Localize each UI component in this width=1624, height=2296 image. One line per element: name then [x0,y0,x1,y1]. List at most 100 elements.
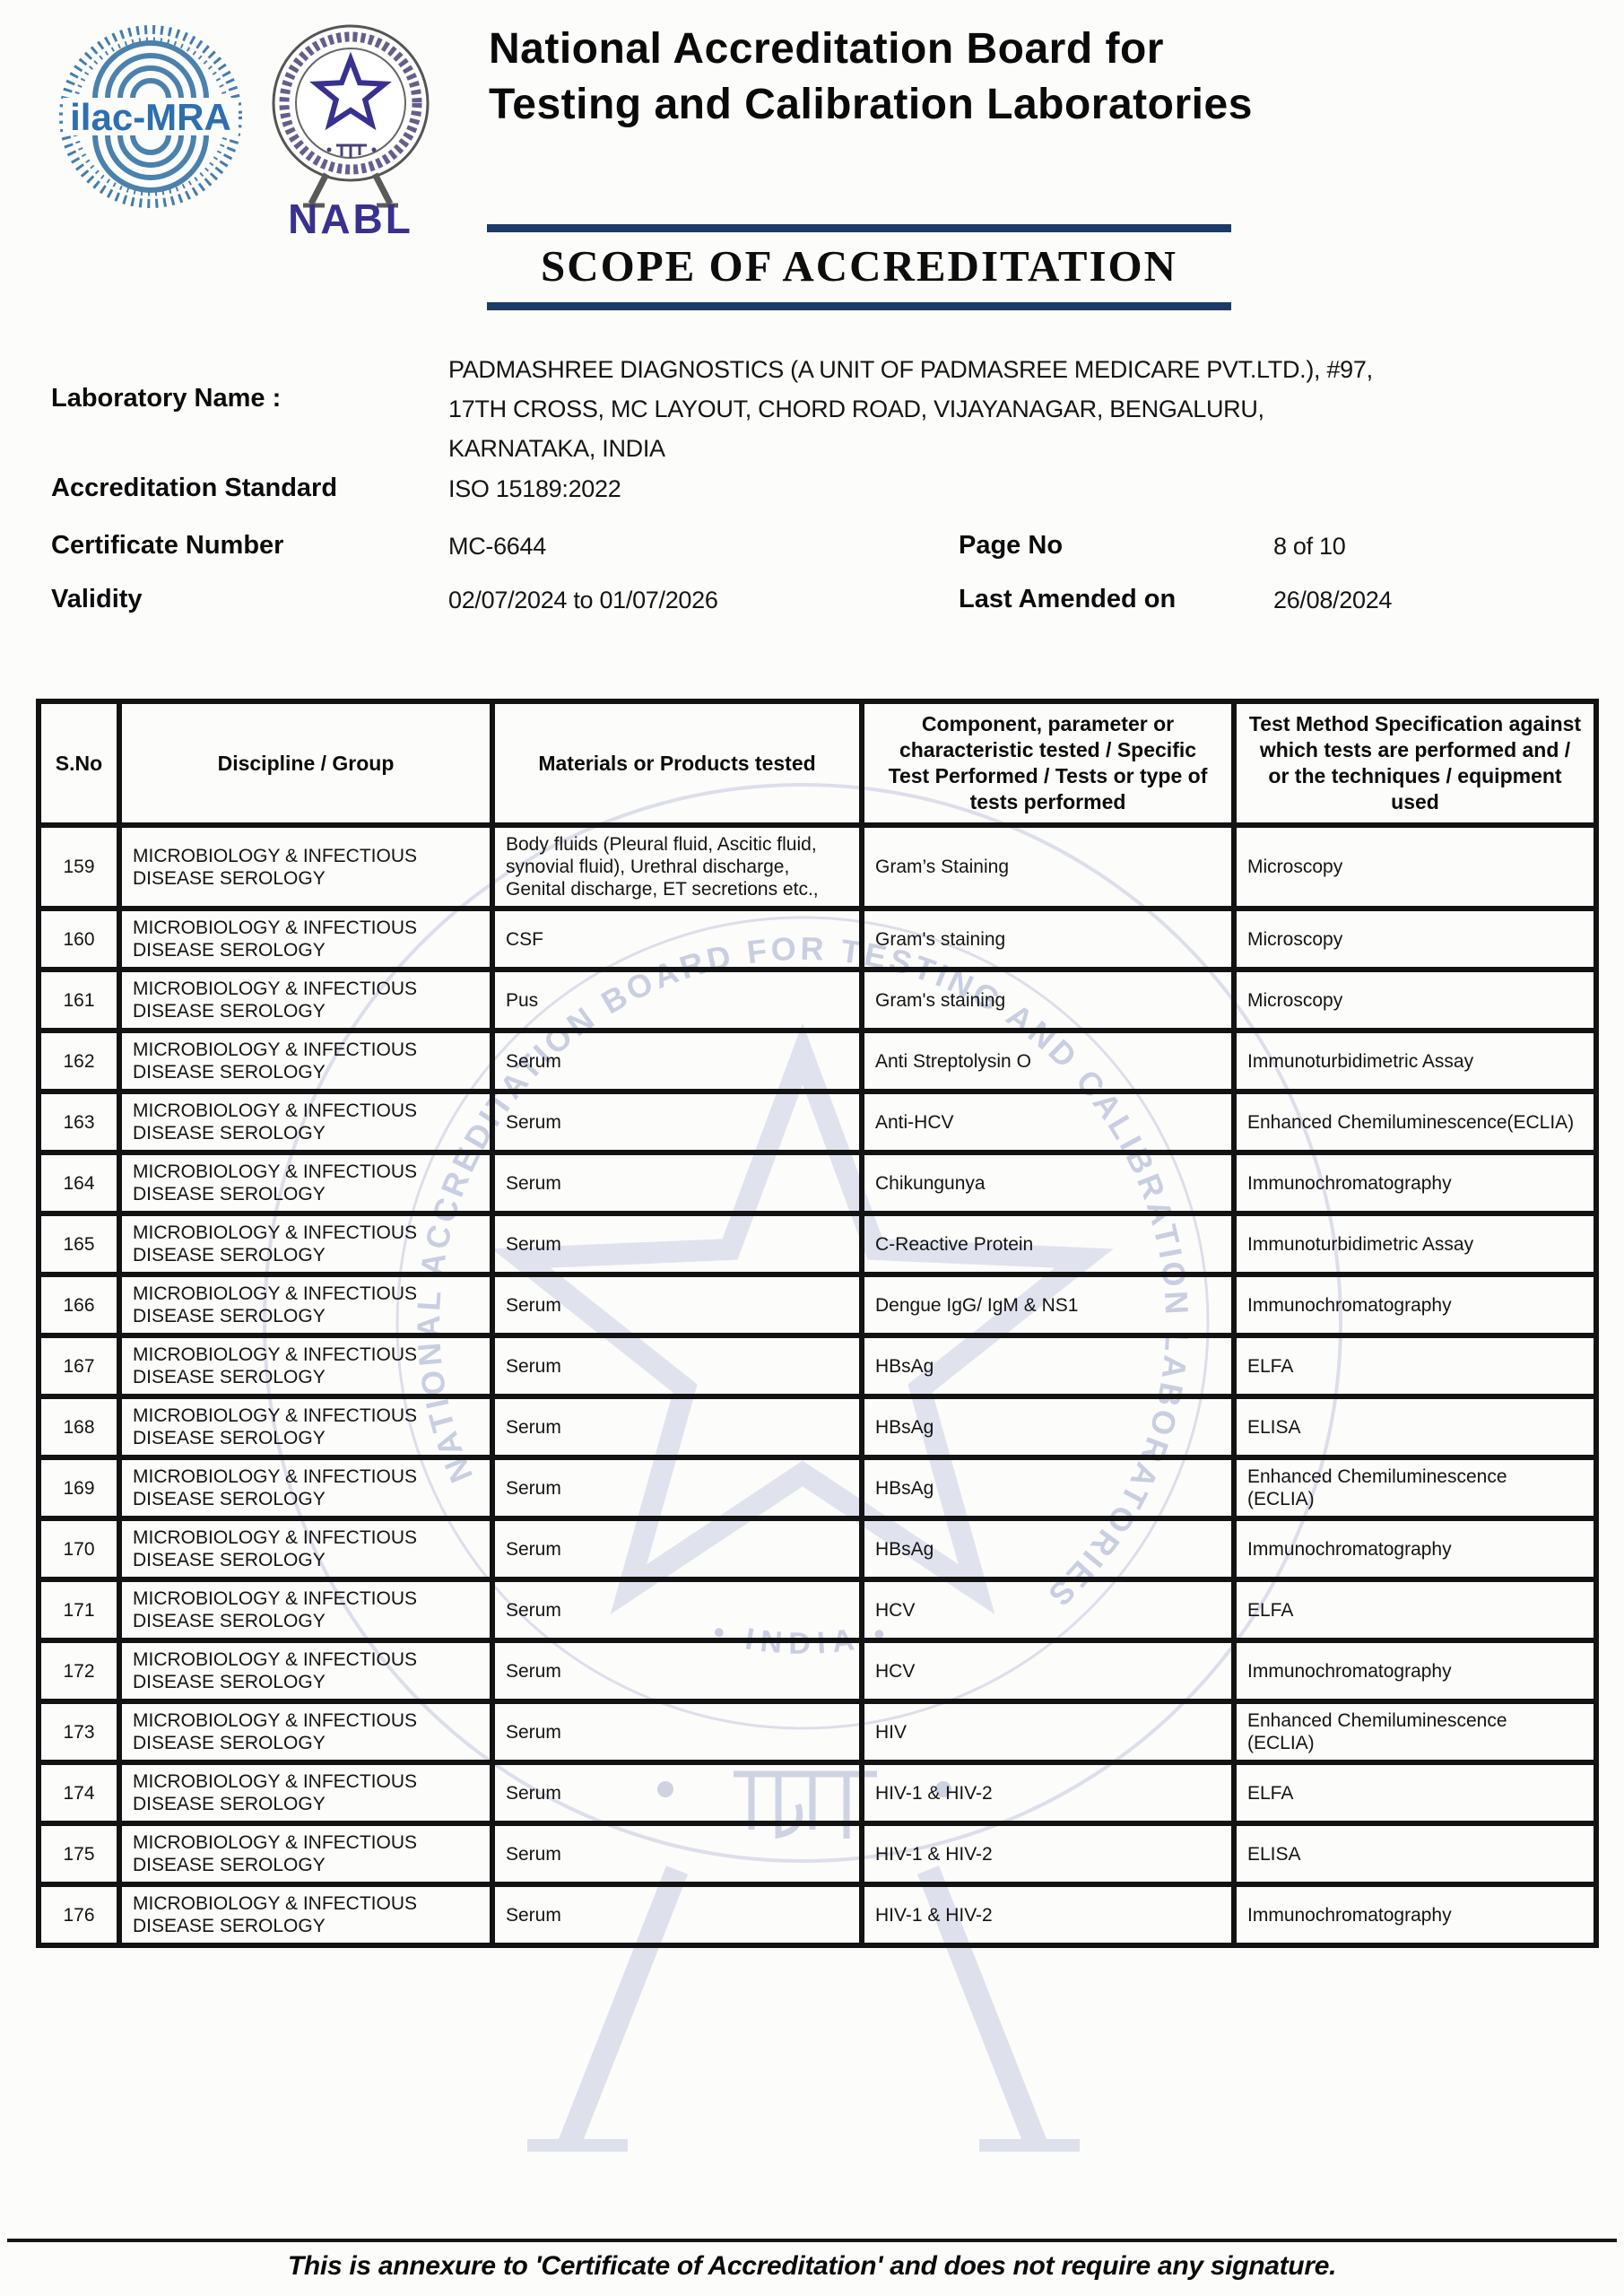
cell-sno: 173 [36,1699,122,1765]
cell-sno: 176 [36,1882,122,1948]
certificate-number-value: MC-6644 [448,533,546,560]
scope-table: S.No Discipline / Group Materials or Pro… [36,699,1599,1948]
cell-method: ELISA [1231,1394,1599,1460]
cell-method: Microscopy [1231,906,1599,972]
cell-discipline: MICROBIOLOGY & INFECTIOUS DISEASE SEROLO… [117,1089,495,1155]
cell-sno: 169 [36,1455,122,1521]
validity-value: 02/07/2024 to 01/07/2026 [448,587,718,613]
cell-method: Immunochromatography [1231,1882,1599,1948]
table-row: 166 MICROBIOLOGY & INFECTIOUS DISEASE SE… [36,1272,1599,1338]
cell-discipline: MICROBIOLOGY & INFECTIOUS DISEASE SEROLO… [117,1211,495,1277]
col-header-sno: S.No [36,699,122,828]
cell-discipline: MICROBIOLOGY & INFECTIOUS DISEASE SEROLO… [117,1455,495,1521]
col-header-test-method: Test Method Specification against which … [1231,699,1599,828]
nabl-wordmark: NABL [288,196,413,239]
cell-discipline: MICROBIOLOGY & INFECTIOUS DISEASE SEROLO… [117,1882,495,1948]
table-row: 168 MICROBIOLOGY & INFECTIOUS DISEASE SE… [36,1394,1599,1460]
cell-material: CSF [490,906,864,972]
table-row: 160 MICROBIOLOGY & INFECTIOUS DISEASE SE… [36,906,1599,972]
cell-material: Serum [490,1516,864,1582]
table-row: 164 MICROBIOLOGY & INFECTIOUS DISEASE SE… [36,1150,1599,1216]
cell-method: ELFA [1231,1760,1599,1826]
cell-component: HBsAg [859,1455,1237,1521]
cell-material: Pus [490,967,864,1033]
lab-name-label: Laboratory Name : [51,384,282,413]
cell-discipline: MICROBIOLOGY & INFECTIOUS DISEASE SEROLO… [117,1638,495,1704]
cell-material: Serum [490,1577,864,1643]
cell-material: Serum [490,1089,864,1155]
cell-material: Serum [490,1699,864,1765]
last-amended-value: 26/08/2024 [1273,587,1393,613]
cell-component: Anti Streptolysin O [859,1028,1237,1094]
cell-method: Immunochromatography [1231,1638,1599,1704]
cell-sno: 164 [36,1150,122,1216]
table-row: 169 MICROBIOLOGY & INFECTIOUS DISEASE SE… [36,1455,1599,1521]
cell-method: Microscopy [1231,967,1599,1033]
page-no-value: 8 of 10 [1273,533,1346,560]
cell-material: Serum [490,1394,864,1460]
table-row: 170 MICROBIOLOGY & INFECTIOUS DISEASE SE… [36,1516,1599,1582]
cell-component: HIV-1 & HIV-2 [859,1821,1237,1887]
cell-sno: 165 [36,1211,122,1277]
cell-material: Serum [490,1638,864,1704]
cell-component: HCV [859,1638,1237,1704]
cell-discipline: MICROBIOLOGY & INFECTIOUS DISEASE SEROLO… [117,1577,495,1643]
scope-title: SCOPE OF ACCREDITATION [540,241,1178,291]
table-row: 165 MICROBIOLOGY & INFECTIOUS DISEASE SE… [36,1211,1599,1277]
cell-method: ELFA [1231,1577,1599,1643]
nabl-legs [303,172,398,208]
scope-banner-bottom-bar [487,302,1231,310]
cell-material: Body fluids (Pleural fluid, Ascitic flui… [490,822,864,911]
cell-component: HBsAg [859,1516,1237,1582]
cell-method: Immunoturbidimetric Assay [1231,1211,1599,1277]
cell-discipline: MICROBIOLOGY & INFECTIOUS DISEASE SEROLO… [117,1150,495,1216]
cell-sno: 161 [36,967,122,1033]
nabl-star-icon [309,51,392,131]
lab-name-value: PADMASHREE DIAGNOSTICS (A UNIT OF PADMAS… [448,356,1373,462]
accreditation-standard-value: ISO 15189:2022 [448,475,621,502]
cell-sno: 174 [36,1760,122,1826]
table-row: 167 MICROBIOLOGY & INFECTIOUS DISEASE SE… [36,1333,1599,1399]
scope-table-header: S.No Discipline / Group Materials or Pro… [36,699,1599,828]
table-row: 162 MICROBIOLOGY & INFECTIOUS DISEASE SE… [36,1028,1599,1094]
cell-method: Immunochromatography [1231,1272,1599,1338]
cell-component: Chikungunya [859,1150,1237,1216]
ilac-mra-wordmark: ilac-MRA [70,96,231,138]
header-row: S.No Discipline / Group Materials or Pro… [36,699,1599,828]
cell-component: HIV-1 & HIV-2 [859,1882,1237,1948]
col-header-component: Component, parameter or characteristic t… [859,699,1237,828]
cell-sno: 162 [36,1028,122,1094]
cell-discipline: MICROBIOLOGY & INFECTIOUS DISEASE SEROLO… [117,1516,495,1582]
cell-material: Serum [490,1028,864,1094]
cell-material: Serum [490,1211,864,1277]
cell-discipline: MICROBIOLOGY & INFECTIOUS DISEASE SEROLO… [117,1821,495,1887]
table-row: 174 MICROBIOLOGY & INFECTIOUS DISEASE SE… [36,1760,1599,1826]
cell-component: Anti-HCV [859,1089,1237,1155]
cell-discipline: MICROBIOLOGY & INFECTIOUS DISEASE SEROLO… [117,822,495,911]
cell-component: Gram's staining [859,906,1237,972]
table-row: 176 MICROBIOLOGY & INFECTIOUS DISEASE SE… [36,1882,1599,1948]
cell-material: Serum [490,1760,864,1826]
nabl-bharat-mark [336,144,367,158]
cell-sno: 166 [36,1272,122,1338]
cell-discipline: MICROBIOLOGY & INFECTIOUS DISEASE SEROLO… [117,1028,495,1094]
cell-component: Gram’s Staining [859,822,1237,911]
cell-method: Immunochromatography [1231,1516,1599,1582]
cell-component: Dengue IgG/ IgM & NS1 [859,1272,1237,1338]
cell-discipline: MICROBIOLOGY & INFECTIOUS DISEASE SEROLO… [117,1272,495,1338]
table-row: 163 MICROBIOLOGY & INFECTIOUS DISEASE SE… [36,1089,1599,1155]
col-header-materials: Materials or Products tested [490,699,864,828]
cell-method: Enhanced Chemiluminescence (ECLIA) [1231,1455,1599,1521]
cell-discipline: MICROBIOLOGY & INFECTIOUS DISEASE SEROLO… [117,1394,495,1460]
cell-material: Serum [490,1333,864,1399]
cell-material: Serum [490,1821,864,1887]
cell-component: HBsAg [859,1394,1237,1460]
cell-method: Immunoturbidimetric Assay [1231,1028,1599,1094]
cell-method: Enhanced Chemiluminescence (ECLIA) [1231,1699,1599,1765]
cell-discipline: MICROBIOLOGY & INFECTIOUS DISEASE SEROLO… [117,906,495,972]
cell-material: Serum [490,1150,864,1216]
org-title-line1: National Accreditation Board for [489,25,1164,73]
cell-material: Serum [490,1272,864,1338]
ilac-mra-logo: ilac-MRA [59,25,242,208]
table-row: 171 MICROBIOLOGY & INFECTIOUS DISEASE SE… [36,1577,1599,1643]
